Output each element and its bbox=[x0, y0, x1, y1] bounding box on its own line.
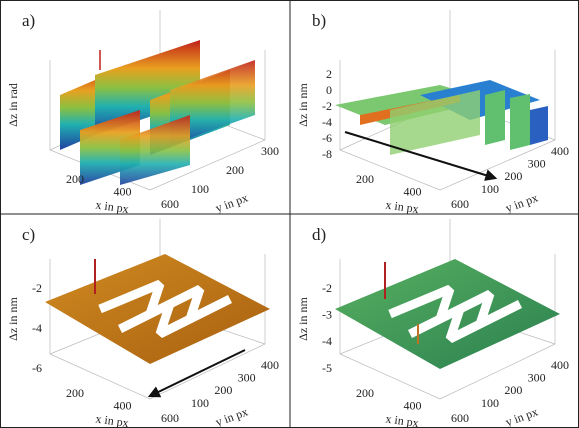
z-tick-label: -4 bbox=[322, 334, 332, 348]
x-label: x in px bbox=[385, 198, 420, 217]
panel-label: c) bbox=[22, 225, 35, 244]
x-tick-label: 200 bbox=[66, 172, 84, 186]
x-label: x in px bbox=[95, 198, 130, 217]
z-label: Δz in nm bbox=[6, 296, 20, 340]
x-tick-label: 200 bbox=[356, 386, 374, 400]
y-label: y in px bbox=[504, 191, 540, 216]
z-tick-label: 0 bbox=[326, 83, 332, 97]
y-label: y in px bbox=[214, 405, 250, 428]
panel-label: b) bbox=[312, 11, 326, 30]
y-tick-label: 100 bbox=[481, 396, 499, 410]
x-tick-label: 400 bbox=[114, 398, 132, 412]
y-tick-label: 100 bbox=[191, 182, 209, 196]
z-label: Δz in nm bbox=[296, 82, 310, 126]
y-tick-label: 200 bbox=[214, 383, 232, 397]
x-tick-label: 200 bbox=[66, 386, 84, 400]
z-label: Δz in nm bbox=[296, 296, 310, 340]
panel-label: a) bbox=[22, 11, 35, 30]
y-tick-label: 400 bbox=[261, 358, 279, 372]
x-label: x in px bbox=[95, 412, 130, 428]
surface-b bbox=[335, 10, 555, 190]
z-tick-label: -6 bbox=[322, 131, 332, 145]
z-tick-label: -2 bbox=[322, 99, 332, 113]
figure: a) Δz in rad 200 400 600 x in px 100 200 300 y in… bbox=[0, 0, 579, 428]
z-tick-label: 2 bbox=[326, 67, 332, 81]
surface-c bbox=[45, 219, 270, 399]
y-tick-label: 200 bbox=[504, 169, 522, 183]
panel-label: d) bbox=[312, 225, 326, 244]
z-label: Δz in rad bbox=[6, 83, 20, 127]
z-tick-label: -2 bbox=[32, 281, 42, 295]
x-tick-label: 400 bbox=[404, 398, 422, 412]
surface-d bbox=[335, 219, 560, 399]
y-tick-label: 300 bbox=[528, 370, 546, 384]
z-tick-label: -5 bbox=[322, 361, 332, 375]
z-tick-label: -4 bbox=[322, 115, 332, 129]
x-tick-label: 600 bbox=[451, 197, 469, 211]
z-tick-label: -2 bbox=[322, 281, 332, 295]
y-label: y in px bbox=[504, 405, 540, 428]
y-tick-label: 300 bbox=[261, 144, 279, 158]
y-tick-label: 100 bbox=[481, 182, 499, 196]
x-label: x in px bbox=[385, 412, 420, 428]
z-tick-label: -6 bbox=[32, 361, 42, 375]
y-tick-label: 200 bbox=[226, 163, 244, 177]
y-tick-label: 200 bbox=[504, 383, 522, 397]
y-tick-label: 300 bbox=[238, 370, 256, 384]
z-tick-label: -8 bbox=[322, 147, 332, 161]
x-tick-label: 600 bbox=[161, 197, 179, 211]
y-tick-label: 300 bbox=[528, 156, 546, 170]
y-tick-label: 400 bbox=[551, 358, 569, 372]
y-tick-label: 100 bbox=[191, 396, 209, 410]
x-tick-label: 600 bbox=[161, 411, 179, 425]
y-label: y in px bbox=[214, 191, 250, 216]
x-tick-label: 200 bbox=[356, 172, 374, 186]
x-tick-label: 400 bbox=[404, 184, 422, 198]
y-tick-label: 400 bbox=[551, 144, 569, 158]
x-tick-label: 600 bbox=[451, 411, 469, 425]
x-tick-label: 400 bbox=[114, 184, 132, 198]
z-tick-label: -3 bbox=[322, 307, 332, 321]
z-tick-label: -4 bbox=[32, 321, 42, 335]
